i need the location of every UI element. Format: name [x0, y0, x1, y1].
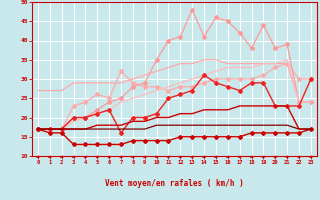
X-axis label: Vent moyen/en rafales ( km/h ): Vent moyen/en rafales ( km/h )	[105, 179, 244, 188]
